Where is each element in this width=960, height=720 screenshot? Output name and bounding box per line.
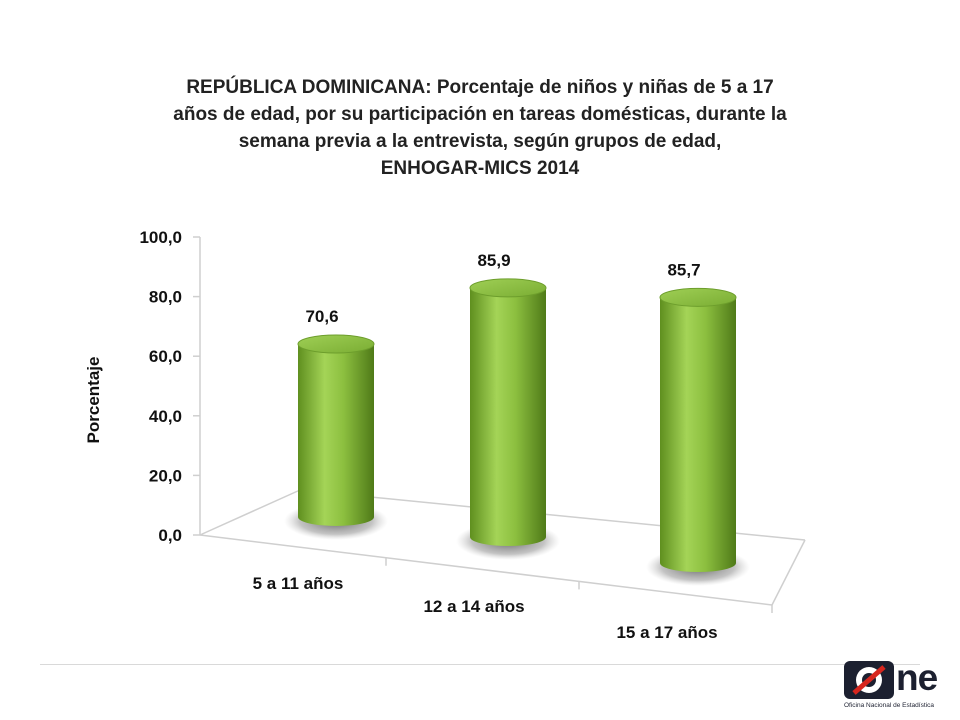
category-label: 5 a 11 años bbox=[253, 574, 344, 593]
bars: 70,6 85,9 85,7 bbox=[284, 251, 750, 586]
category-label: 15 a 17 años bbox=[616, 623, 717, 642]
y-tick-label: 80,0 bbox=[149, 288, 182, 307]
data-label: 85,9 bbox=[477, 251, 510, 270]
category-labels: 5 a 11 años 12 a 14 años 15 a 17 años bbox=[253, 574, 718, 642]
y-ticks: 0,0 20,0 40,0 60,0 80,0 100,0 bbox=[139, 228, 200, 545]
bar-top bbox=[659, 287, 737, 307]
footer-divider bbox=[40, 664, 920, 665]
chart-title-line-4: ENHOGAR-MICS 2014 bbox=[380, 158, 580, 179]
chart-title-line-2: años de edad, por su participación en ta… bbox=[173, 104, 787, 125]
y-tick-label: 40,0 bbox=[149, 407, 182, 426]
floor-left-edge bbox=[199, 489, 301, 536]
y-axis-label: Porcentaje bbox=[84, 357, 103, 444]
floor-right-edge bbox=[771, 539, 806, 606]
one-logo-mark-icon bbox=[844, 661, 894, 699]
bar: 70,6 bbox=[284, 307, 388, 540]
data-label: 85,7 bbox=[667, 260, 700, 279]
logo-subtitle: Oficina Nacional de Estadística bbox=[844, 702, 934, 709]
one-logo: ne Oficina Nacional de Estadística bbox=[842, 657, 938, 715]
bar-body bbox=[470, 287, 546, 546]
bar-body bbox=[298, 344, 374, 526]
y-tick-label: 100,0 bbox=[139, 228, 182, 247]
bar: 85,7 bbox=[646, 260, 750, 586]
bar: 85,9 bbox=[456, 251, 560, 560]
chart-title: REPÚBLICA DOMINICANA: Porcentaje de niño… bbox=[120, 74, 840, 182]
chart-title-line-1: REPÚBLICA DOMINICANA: Porcentaje de niño… bbox=[186, 77, 774, 98]
category-label: 12 a 14 años bbox=[423, 597, 524, 616]
data-label: 70,6 bbox=[305, 307, 338, 326]
logo-wordmark: ne bbox=[896, 657, 938, 698]
chart-title-line-3: semana previa a la entrevista, según gru… bbox=[238, 131, 722, 152]
bar-body bbox=[660, 297, 736, 572]
bar-top bbox=[297, 334, 375, 354]
x-axis-line bbox=[199, 534, 773, 606]
bar-top bbox=[469, 278, 547, 298]
y-tick-label: 20,0 bbox=[149, 466, 182, 485]
y-tick-label: 0,0 bbox=[158, 526, 182, 545]
y-tick-label: 60,0 bbox=[149, 347, 182, 366]
